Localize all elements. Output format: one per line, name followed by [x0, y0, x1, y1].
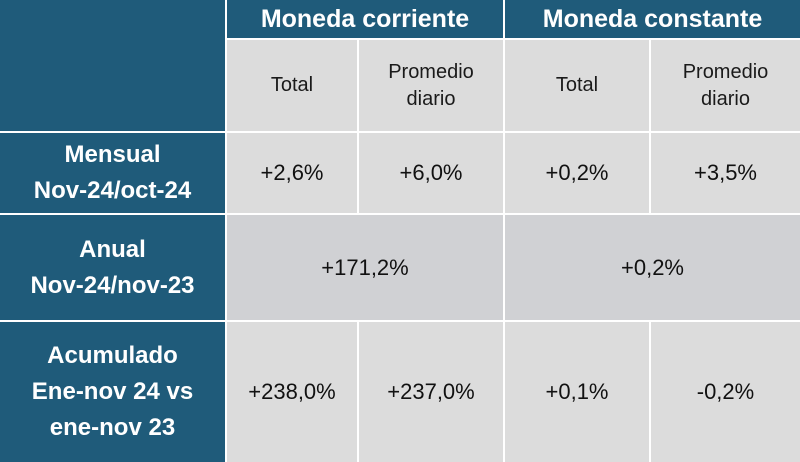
subheader-text: Promedio — [388, 60, 474, 83]
mensual-constante-total: +0,2% — [505, 133, 649, 213]
row-header-mensual: Mensual Nov-24/oct-24 — [0, 133, 225, 213]
corner-cell — [0, 0, 225, 131]
subheader-constante-promedio: Promedio diario — [651, 40, 800, 131]
acumulado-constante-total: +0,1% — [505, 322, 649, 462]
row-header-text: Acumulado — [47, 342, 178, 369]
subheader-constante-total: Total — [505, 40, 649, 131]
acumulado-constante-promedio: -0,2% — [651, 322, 800, 462]
row-header-acumulado: Acumulado Ene-nov 24 vs ene-nov 23 — [0, 322, 225, 462]
subheader-text: diario — [406, 87, 456, 110]
acumulado-corriente-promedio: +237,0% — [359, 322, 503, 462]
subheader-corriente-promedio: Promedio diario — [359, 40, 503, 131]
subheader-text: diario — [701, 87, 750, 110]
subheader-corriente-total: Total — [227, 40, 357, 131]
row-header-text: Anual — [79, 235, 146, 263]
row-header-text: ene-nov 23 — [49, 414, 176, 441]
mensual-constante-promedio: +3,5% — [651, 133, 800, 213]
row-header-text: Ene-nov 24 vs — [31, 378, 194, 405]
acumulado-corriente-total: +238,0% — [227, 322, 357, 462]
mensual-corriente-total: +2,6% — [227, 133, 357, 213]
subheader-text: Total — [555, 74, 599, 96]
subheader-text: Total — [270, 74, 314, 96]
row-header-text: Mensual — [64, 141, 161, 168]
row-header-text: Nov-24/nov-23 — [30, 271, 195, 299]
anual-constante: +0,2% — [505, 215, 800, 320]
subheader-text: Promedio — [682, 60, 769, 83]
row-header-text: Nov-24/oct-24 — [33, 177, 192, 204]
group-header-moneda-corriente: Moneda corriente — [227, 0, 503, 38]
mensual-corriente-promedio: +6,0% — [359, 133, 503, 213]
row-header-anual: Anual Nov-24/nov-23 — [0, 215, 225, 320]
group-header-moneda-constante: Moneda constante — [505, 0, 800, 38]
anual-corriente: +171,2% — [227, 215, 503, 320]
